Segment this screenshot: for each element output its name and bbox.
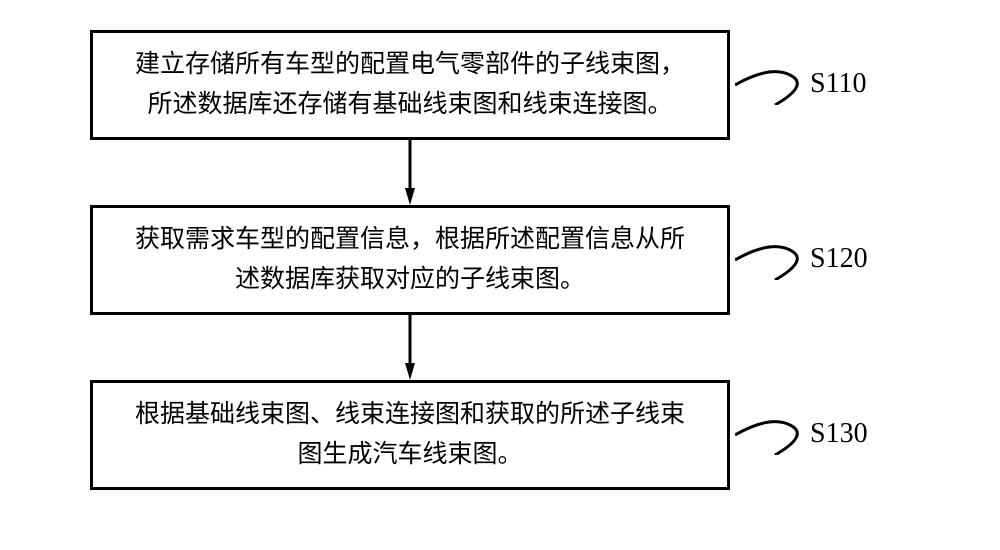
connector-1 (735, 65, 805, 105)
connector-3 (735, 415, 805, 455)
step-label-2: S120 (810, 243, 868, 275)
step-text-2: 获取需求车型的配置信息，根据所述配置信息从所述数据库获取对应的子线束图。 (123, 220, 697, 300)
step-label-3: S130 (810, 418, 868, 450)
arrow-2 (405, 315, 415, 380)
step-box-3: 根据基础线束图、线束连接图和获取的所述子线束图生成汽车线束图。 (90, 380, 730, 490)
flowchart-container: 建立存储所有车型的配置电气零部件的子线束图，所述数据库还存储有基础线束图和线束连… (0, 0, 1000, 550)
step-box-1: 建立存储所有车型的配置电气零部件的子线束图，所述数据库还存储有基础线束图和线束连… (90, 30, 730, 140)
connector-2 (735, 240, 805, 280)
step-label-1: S110 (810, 68, 867, 100)
step-text-3: 根据基础线束图、线束连接图和获取的所述子线束图生成汽车线束图。 (123, 395, 697, 475)
arrow-1 (405, 140, 415, 205)
step-box-2: 获取需求车型的配置信息，根据所述配置信息从所述数据库获取对应的子线束图。 (90, 205, 730, 315)
step-text-1: 建立存储所有车型的配置电气零部件的子线束图，所述数据库还存储有基础线束图和线束连… (123, 45, 697, 125)
